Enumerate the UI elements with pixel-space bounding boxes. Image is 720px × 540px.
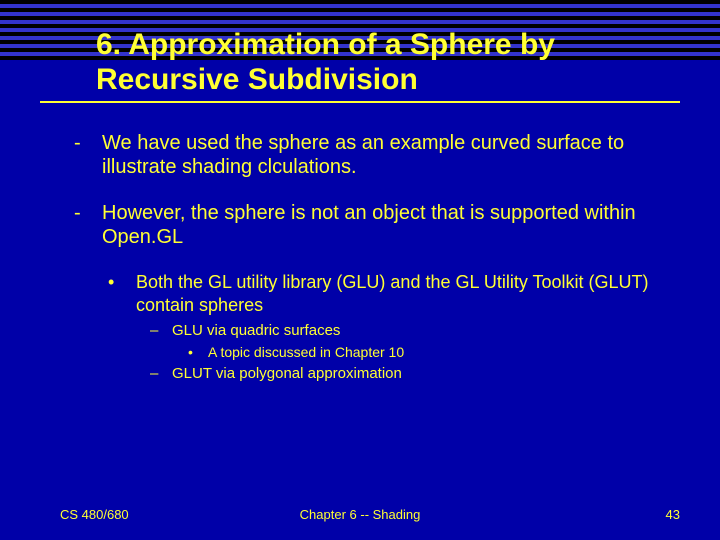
footer-page-number: 43 [666,507,680,522]
bullet-lvl3: – GLU via quadric surfaces [60,322,660,340]
bullet-lvl2: • Both the GL utility library (GLU) and … [60,271,660,316]
bullet-text: A topic discussed in Chapter 10 [208,344,404,361]
slide-content: - We have used the sphere as an example … [0,103,720,383]
slide-footer: CS 480/680 Chapter 6 -- Shading 43 [0,507,720,522]
bullet-marker: – [150,365,172,383]
bullet-marker: - [60,201,102,249]
footer-center: Chapter 6 -- Shading [300,507,421,522]
bullet-text: Both the GL utility library (GLU) and th… [136,271,660,316]
bullet-marker: – [150,322,172,340]
bullet-marker: - [60,131,102,179]
slide-title: 6. Approximation of a Sphere by Recursiv… [40,0,680,103]
bullet-lvl3: – GLUT via polygonal approximation [60,365,660,383]
bullet-lvl1: - We have used the sphere as an example … [60,131,660,179]
bullet-text: GLU via quadric surfaces [172,322,340,340]
bullet-text: GLUT via polygonal approximation [172,365,402,383]
bullet-text: However, the sphere is not an object tha… [102,201,660,249]
bullet-lvl4: • A topic discussed in Chapter 10 [60,344,660,361]
bullet-marker: • [108,271,136,316]
footer-left: CS 480/680 [60,507,129,522]
bullet-lvl1: - However, the sphere is not an object t… [60,201,660,249]
bullet-marker: • [188,344,208,361]
bullet-text: We have used the sphere as an example cu… [102,131,660,179]
slide: 6. Approximation of a Sphere by Recursiv… [0,0,720,540]
